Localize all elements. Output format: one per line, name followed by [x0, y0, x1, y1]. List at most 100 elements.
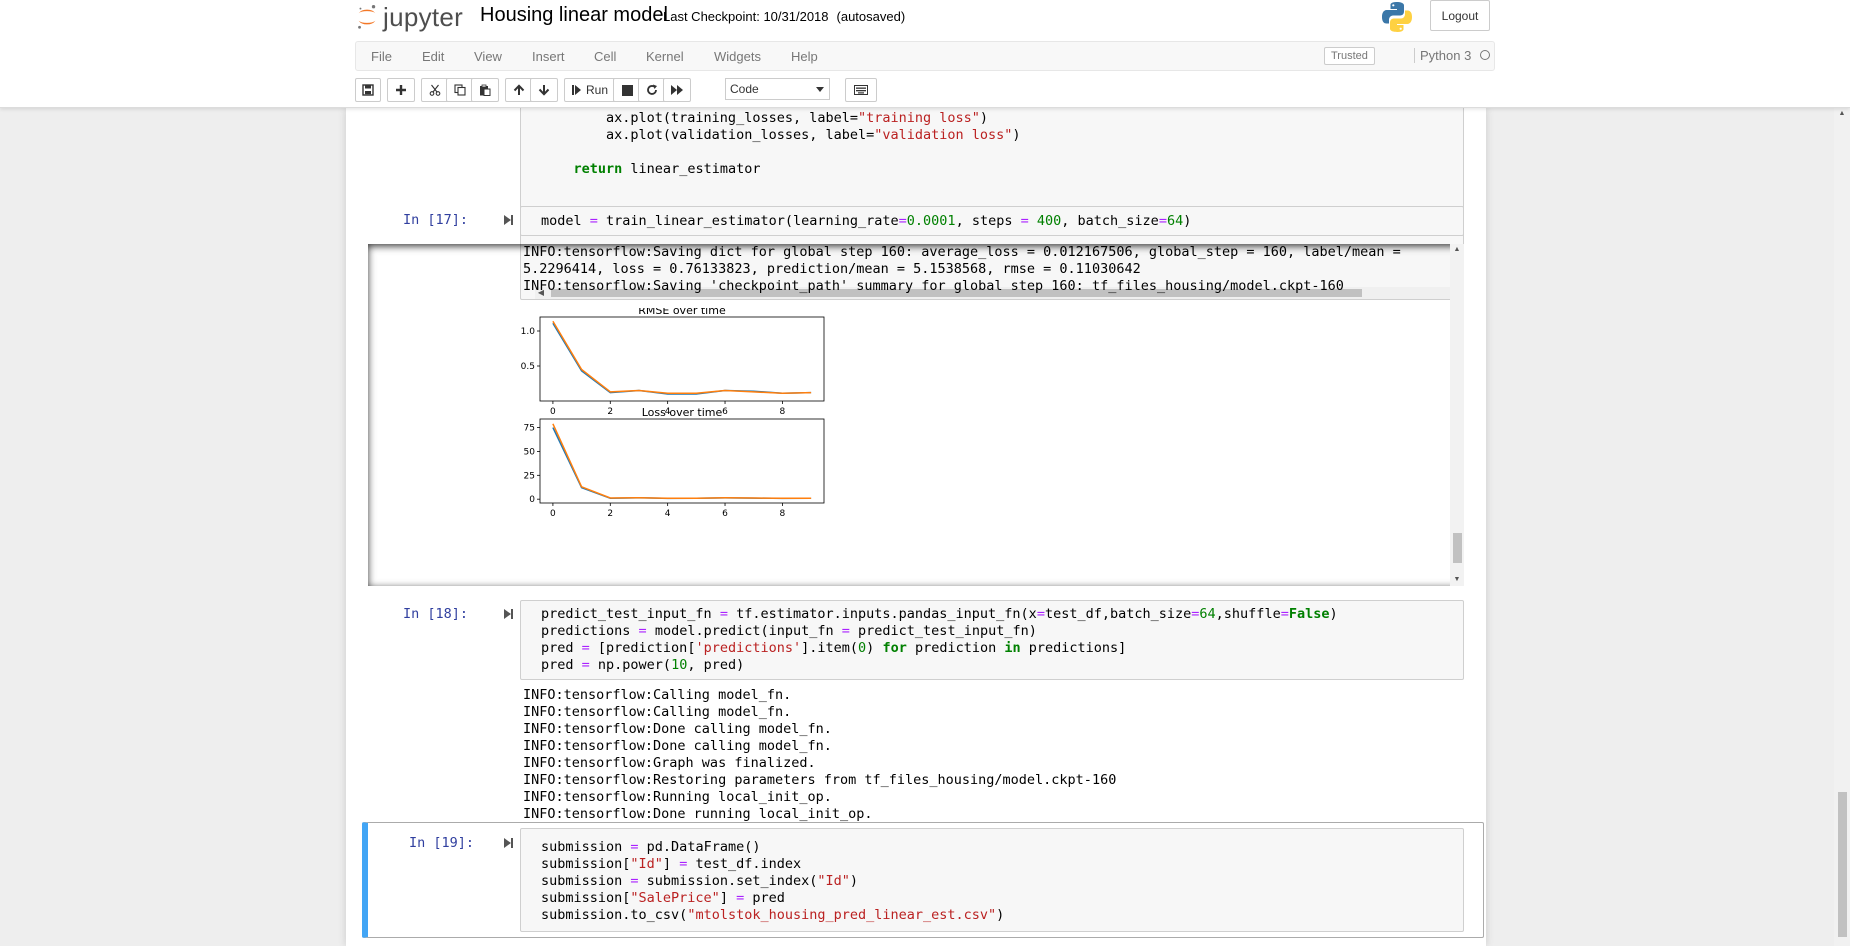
- chart-y-tick-label: 1.0: [521, 327, 536, 337]
- page-scroll-up-arrow-icon[interactable]: ▲: [1838, 110, 1846, 117]
- code-line: submission = pd.DataFrame(): [541, 839, 761, 855]
- code-cell-18[interactable]: In [18]: predict_test_input_fn = tf.esti…: [346, 586, 1486, 916]
- chart-plot-frame: [539, 316, 825, 402]
- chart-plot-frame: [539, 418, 825, 504]
- restart-run-all-button[interactable]: [663, 78, 691, 102]
- logout-button[interactable]: Logout: [1430, 0, 1490, 31]
- run-cell-18-icon[interactable]: [501, 607, 515, 621]
- run-button[interactable]: Run: [564, 78, 616, 102]
- notebook-title[interactable]: Housing linear model: [480, 4, 668, 26]
- top-bar: jupyter Housing linear model Last Checkp…: [355, 0, 1495, 40]
- cell-17-output-scroll[interactable]: INFO:tensorflow:Saving dict for global s…: [368, 244, 1464, 586]
- menu-edit[interactable]: Edit: [422, 49, 445, 64]
- cell-17-output-line: INFO:tensorflow:Saving 'checkpoint_path'…: [523, 278, 1344, 294]
- cell-18-output-line: INFO:tensorflow:Done calling model_fn.: [523, 721, 832, 737]
- interrupt-button[interactable]: [613, 78, 641, 102]
- page-vertical-scrollbar[interactable]: ▲: [1834, 108, 1850, 946]
- code-cell-17[interactable]: In [17]: model = train_linear_estimator(…: [346, 206, 1486, 586]
- chart-x-tick-label: 8: [780, 407, 786, 417]
- jupyter-logo[interactable]: jupyter: [355, 2, 463, 32]
- code-line: predictions = model.predict(input_fn = p…: [541, 623, 1037, 639]
- chart-y-tick-label: 0.5: [521, 362, 535, 372]
- code-cell-19-selected[interactable]: In [19]: submission = pd.DataFrame() sub…: [362, 822, 1484, 938]
- run-cell-19-icon[interactable]: [501, 836, 515, 850]
- output-vertical-scrollbar[interactable]: ▲ ▼: [1450, 244, 1464, 586]
- restart-button[interactable]: [638, 78, 666, 102]
- menu-insert[interactable]: Insert: [532, 49, 565, 64]
- chart-x-tick-label: 0: [550, 509, 556, 519]
- code-line: pred = [prediction['predictions'].item(0…: [541, 640, 1127, 656]
- menu-help[interactable]: Help: [791, 49, 818, 64]
- chart-y-tick-label: 75: [524, 424, 535, 434]
- copy-icon: [454, 84, 466, 96]
- cell-type-select[interactable]: Code: [725, 78, 830, 100]
- training-charts: RMSE over time 0 2 4 6 8 0.5 1.0 Loss over time 0…: [521, 308, 825, 519]
- jupyter-logo-text: jupyter: [383, 1, 464, 32]
- scroll-down-arrow-icon[interactable]: ▼: [1453, 576, 1461, 583]
- plus-icon: [396, 85, 406, 95]
- chart-x-tick-label: 4: [665, 407, 671, 417]
- chart-x-tick-label: 0: [550, 407, 556, 417]
- save-button[interactable]: [355, 78, 381, 102]
- cell-18-output-line: INFO:tensorflow:Graph was finalized.: [523, 755, 816, 771]
- trusted-indicator[interactable]: Trusted: [1324, 47, 1375, 65]
- run-cell-17-icon[interactable]: [501, 213, 515, 227]
- code-line: return linear_estimator: [573, 161, 761, 177]
- insert-cell-button[interactable]: [387, 78, 415, 102]
- cell-17-input[interactable]: model = train_linear_estimator(learning_…: [520, 206, 1464, 236]
- chart-title: RMSE over time: [638, 308, 726, 317]
- paste-button[interactable]: [471, 78, 499, 102]
- menu-bar: File Edit View Insert Cell Kernel Widget…: [355, 41, 1495, 71]
- menu-cell[interactable]: Cell: [594, 49, 617, 64]
- arrow-down-icon: [538, 85, 550, 96]
- kernel-idle-icon: [1480, 50, 1490, 60]
- jupyter-logo-icon: [358, 5, 376, 29]
- code-line: predict_test_input_fn = tf.estimator.inp…: [541, 606, 1338, 622]
- cell-18-output-line: INFO:tensorflow:Calling model_fn.: [523, 704, 792, 720]
- cell-18-code: predict_test_input_fn = tf.estimator.inp…: [541, 606, 1338, 674]
- scroll-left-arrow-icon[interactable]: ◀: [537, 288, 545, 297]
- move-up-button[interactable]: [505, 78, 533, 102]
- keyboard-icon: [854, 85, 868, 95]
- cell-18-output-line: INFO:tensorflow:Done running local_init_…: [523, 806, 873, 822]
- cell-18-input[interactable]: predict_test_input_fn = tf.estimator.inp…: [520, 600, 1464, 680]
- chart-title: Loss over time: [642, 406, 723, 419]
- menu-widgets[interactable]: Widgets: [714, 49, 761, 64]
- chart-y-tick-label: 0: [529, 495, 535, 505]
- menu-kernel[interactable]: Kernel: [646, 49, 684, 64]
- horizontal-scrollbar-thumb[interactable]: [551, 289, 1362, 297]
- move-down-button[interactable]: [530, 78, 558, 102]
- chart-x-tick-label: 8: [780, 509, 786, 519]
- code-line: submission["Id"] = test_df.index: [541, 856, 802, 872]
- kernel-name: Python 3: [1414, 48, 1471, 63]
- cell-19-code: submission = pd.DataFrame() submission["…: [541, 839, 1004, 924]
- paste-icon: [480, 84, 491, 96]
- restart-icon: [647, 84, 657, 95]
- copy-button[interactable]: [446, 78, 474, 102]
- cell-18-output-line: INFO:tensorflow:Running local_init_op.: [523, 789, 832, 805]
- cell-18-output-line: INFO:tensorflow:Calling model_fn.: [523, 687, 792, 703]
- menu-view[interactable]: View: [474, 49, 502, 64]
- chart-x-tick-label: 2: [607, 509, 613, 519]
- cell-19-input[interactable]: submission = pd.DataFrame() submission["…: [520, 828, 1464, 932]
- cell-16-input[interactable]: ax.plot(training_losses, label="training…: [520, 108, 1464, 300]
- code-line: submission = submission.set_index("Id"): [541, 873, 859, 889]
- notebook-site[interactable]: ax.plot(training_losses, label="training…: [0, 108, 1850, 946]
- scroll-up-arrow-icon[interactable]: ▲: [1453, 246, 1461, 253]
- chart-series-line: [552, 427, 812, 500]
- chart-y-tick-label: 50: [524, 447, 536, 457]
- code-line: submission["SalePrice"] = pred: [541, 890, 785, 906]
- page-scrollbar-thumb[interactable]: [1838, 792, 1847, 937]
- stop-icon: [621, 84, 633, 96]
- chevron-down-icon: [816, 87, 824, 92]
- python-logo-icon: [1382, 2, 1412, 32]
- cut-button[interactable]: [421, 78, 449, 102]
- menu-file[interactable]: File: [371, 49, 392, 64]
- notebook-header: jupyter Housing linear model Last Checkp…: [0, 0, 1850, 108]
- autosave-status: (autosaved): [836, 9, 906, 24]
- command-palette-button[interactable]: [845, 78, 877, 102]
- run-icon: [571, 85, 581, 95]
- code-cell-16[interactable]: ax.plot(training_losses, label="training…: [346, 108, 1486, 306]
- vertical-scrollbar-thumb[interactable]: [1453, 533, 1462, 563]
- code-line: pred = np.power(10, pred): [541, 657, 745, 673]
